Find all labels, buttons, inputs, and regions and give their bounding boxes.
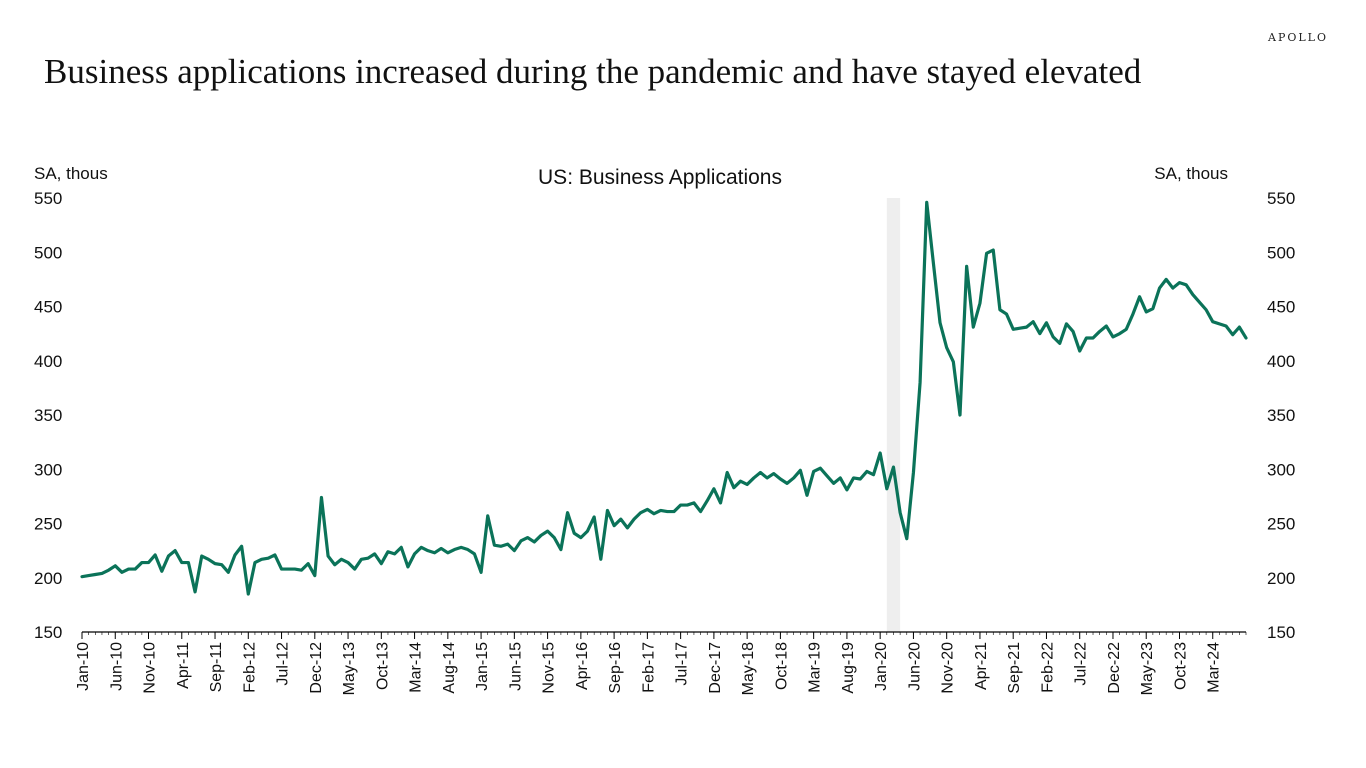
x-tick-label: Jul-17 bbox=[674, 642, 691, 686]
y-tick-label-left: 400 bbox=[34, 352, 62, 371]
y-tick-label-right: 200 bbox=[1267, 569, 1295, 588]
x-tick-label: Apr-16 bbox=[574, 642, 591, 690]
y-tick-label-right: 300 bbox=[1267, 460, 1295, 479]
y-tick-label-right: 400 bbox=[1267, 352, 1295, 371]
y-tick-label-right: 550 bbox=[1267, 189, 1295, 208]
y-tick-label-left: 300 bbox=[34, 460, 62, 479]
series-line-business-applications bbox=[80, 200, 1248, 596]
x-tick-label: Mar-19 bbox=[807, 642, 824, 693]
x-tick-label: Feb-12 bbox=[241, 642, 258, 693]
y-tick-label-left: 450 bbox=[34, 298, 62, 317]
y-axis-label-left: SA, thous bbox=[34, 164, 108, 183]
x-tick-label: Nov-20 bbox=[940, 642, 957, 694]
y-tick-label-left: 500 bbox=[34, 243, 62, 262]
recession-shading bbox=[886, 198, 901, 632]
x-tick-label: May-18 bbox=[740, 642, 757, 695]
y-tick-label-left: 200 bbox=[34, 569, 62, 588]
y-tick-label-left: 550 bbox=[34, 189, 62, 208]
x-tick-label: May-13 bbox=[341, 642, 358, 695]
x-tick-label: Feb-22 bbox=[1039, 642, 1056, 693]
x-tick-label: Sep-11 bbox=[208, 642, 225, 693]
y-tick-label-right: 150 bbox=[1267, 623, 1295, 642]
x-tick-label: Oct-18 bbox=[773, 642, 790, 690]
x-tick-label: Jul-22 bbox=[1073, 642, 1090, 686]
x-tick-label: Jun-15 bbox=[507, 642, 524, 691]
x-tick-label: Nov-10 bbox=[142, 642, 159, 694]
brand-logo: APOLLO bbox=[1268, 31, 1328, 44]
page-title: Business applications increased during t… bbox=[44, 52, 1142, 91]
x-tick-label: Dec-12 bbox=[308, 642, 325, 694]
y-tick-label-right: 350 bbox=[1267, 406, 1295, 425]
x-tick-label: May-23 bbox=[1139, 642, 1156, 695]
x-tick-label: Jan-10 bbox=[75, 642, 92, 691]
x-tick-label: Aug-14 bbox=[441, 642, 458, 694]
x-tick-label: Oct-23 bbox=[1172, 642, 1189, 690]
x-tick-label: Mar-24 bbox=[1206, 642, 1223, 693]
x-tick-label: Feb-17 bbox=[640, 642, 657, 693]
x-tick-label: Apr-21 bbox=[973, 642, 990, 690]
x-tick-label: Nov-15 bbox=[541, 642, 558, 694]
x-tick-label: Apr-11 bbox=[175, 642, 192, 689]
x-tick-label: Jun-20 bbox=[906, 642, 923, 691]
x-tick-label: Dec-22 bbox=[1106, 642, 1123, 694]
y-tick-label-left: 250 bbox=[34, 515, 62, 534]
x-tick-label: Jun-10 bbox=[108, 642, 125, 691]
x-tick-label: Aug-19 bbox=[840, 642, 857, 694]
chart-title: US: Business Applications bbox=[538, 166, 782, 189]
y-tick-label-right: 250 bbox=[1267, 515, 1295, 534]
x-tick-label: Dec-17 bbox=[707, 642, 724, 694]
x-tick-label: Oct-13 bbox=[374, 642, 391, 690]
x-tick-label: Jul-12 bbox=[275, 642, 292, 686]
x-tick-label: Mar-14 bbox=[408, 642, 425, 693]
x-tick-label: Sep-16 bbox=[607, 642, 624, 694]
x-tick-label: Jan-20 bbox=[873, 642, 890, 691]
y-tick-label-left: 150 bbox=[34, 623, 62, 642]
y-axis-label-right: SA, thous bbox=[1154, 164, 1228, 183]
x-tick-label: Jan-15 bbox=[474, 642, 491, 691]
y-tick-label-right: 500 bbox=[1267, 243, 1295, 262]
x-tick-label: Sep-21 bbox=[1006, 642, 1023, 694]
y-tick-label-right: 450 bbox=[1267, 298, 1295, 317]
y-tick-label-left: 350 bbox=[34, 406, 62, 425]
